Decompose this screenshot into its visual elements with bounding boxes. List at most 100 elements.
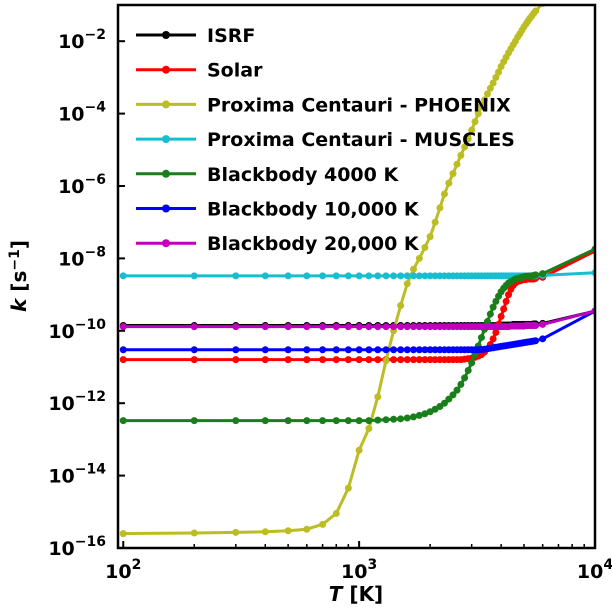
data-point <box>409 346 417 354</box>
legend-item-blackbody-20-000-k: Blackbody 20,000 K <box>136 233 420 255</box>
data-point <box>403 414 411 422</box>
data-point <box>397 302 405 309</box>
data-point <box>284 356 292 364</box>
data-point <box>119 356 127 364</box>
data-point <box>119 530 127 538</box>
data-point <box>409 323 417 331</box>
data-point <box>483 318 491 326</box>
data-point <box>431 218 439 226</box>
data-point <box>397 272 405 280</box>
y-axis-label: k [s−1] <box>7 240 31 312</box>
data-point <box>365 346 373 354</box>
data-point <box>397 346 405 354</box>
data-point <box>409 356 417 364</box>
data-point <box>403 346 411 354</box>
data-point <box>457 380 465 388</box>
data-point <box>539 270 547 278</box>
data-point <box>532 271 540 279</box>
legend-label: Blackbody 10,000 K <box>207 199 420 221</box>
data-point <box>403 356 411 364</box>
data-point <box>449 391 457 399</box>
data-point <box>489 303 497 311</box>
data-point <box>436 204 444 212</box>
data-point <box>190 346 198 354</box>
legend-marker <box>162 204 170 213</box>
data-point <box>421 410 429 418</box>
data-point <box>332 346 340 354</box>
data-point <box>445 179 453 187</box>
y-tick-label: 10−6 <box>58 172 106 198</box>
data-point <box>505 291 513 299</box>
data-point <box>190 529 198 537</box>
data-point <box>390 272 398 280</box>
data-point <box>497 312 505 320</box>
data-point <box>426 233 434 241</box>
legend-label: Proxima Centauri - MUSCLES <box>207 129 515 151</box>
data-point <box>409 265 417 273</box>
data-point <box>355 323 363 331</box>
data-point <box>397 415 405 423</box>
legend-label: ISRF <box>207 25 255 47</box>
data-point <box>284 272 292 280</box>
data-point <box>365 272 373 280</box>
data-point <box>355 346 363 354</box>
legend-label: Blackbody 4000 K <box>207 164 399 186</box>
data-point <box>261 528 269 536</box>
data-point <box>382 272 390 280</box>
data-point <box>440 190 448 198</box>
x-axis-label: T [K] <box>329 582 383 606</box>
data-point <box>355 272 363 280</box>
data-point <box>332 417 340 425</box>
data-point <box>344 417 352 425</box>
data-point <box>390 415 398 423</box>
legend: ISRF Solar Proxima Centauri - PHOENIX Proxi… <box>136 25 515 255</box>
data-point <box>365 323 373 331</box>
data-point <box>421 346 429 354</box>
data-point <box>303 417 311 425</box>
data-point <box>495 68 503 76</box>
data-point <box>477 334 485 342</box>
legend-marker <box>162 169 170 178</box>
data-point <box>284 346 292 354</box>
data-point <box>232 272 240 280</box>
data-point <box>190 323 198 331</box>
data-point <box>261 356 269 364</box>
data-point <box>319 520 327 528</box>
data-point <box>232 356 240 364</box>
data-point <box>284 323 292 331</box>
y-tick-label: 10−14 <box>48 462 106 488</box>
data-point <box>532 322 540 330</box>
data-point <box>415 346 423 354</box>
y-tick-label: 10−16 <box>48 534 106 560</box>
data-point <box>374 356 382 364</box>
data-point <box>332 356 340 364</box>
legend-marker <box>162 100 170 109</box>
data-point <box>421 244 429 251</box>
data-point <box>403 272 411 280</box>
legend-item-proxima-centauri-phoenix: Proxima Centauri - PHOENIX <box>136 94 511 116</box>
legend-label: Proxima Centauri - PHOENIX <box>207 94 511 116</box>
data-point <box>421 356 429 364</box>
series-layer <box>119 5 595 538</box>
data-point <box>415 356 423 364</box>
data-point <box>461 143 469 151</box>
data-point <box>426 346 434 354</box>
data-point <box>468 359 476 367</box>
data-point <box>382 346 390 354</box>
y-tick-label: 10−2 <box>58 27 106 53</box>
x-tick-label: 103 <box>341 557 377 583</box>
data-point <box>415 323 423 331</box>
data-point <box>374 323 382 331</box>
data-point <box>489 79 497 87</box>
data-point <box>303 525 311 533</box>
data-point <box>464 367 472 375</box>
data-point <box>480 96 488 104</box>
data-point <box>303 272 311 280</box>
legend-item-blackbody-10-000-k: Blackbody 10,000 K <box>136 199 420 221</box>
data-point <box>403 323 411 331</box>
data-point <box>232 346 240 354</box>
data-point <box>453 160 461 168</box>
data-point <box>355 446 363 454</box>
data-point <box>344 323 352 331</box>
